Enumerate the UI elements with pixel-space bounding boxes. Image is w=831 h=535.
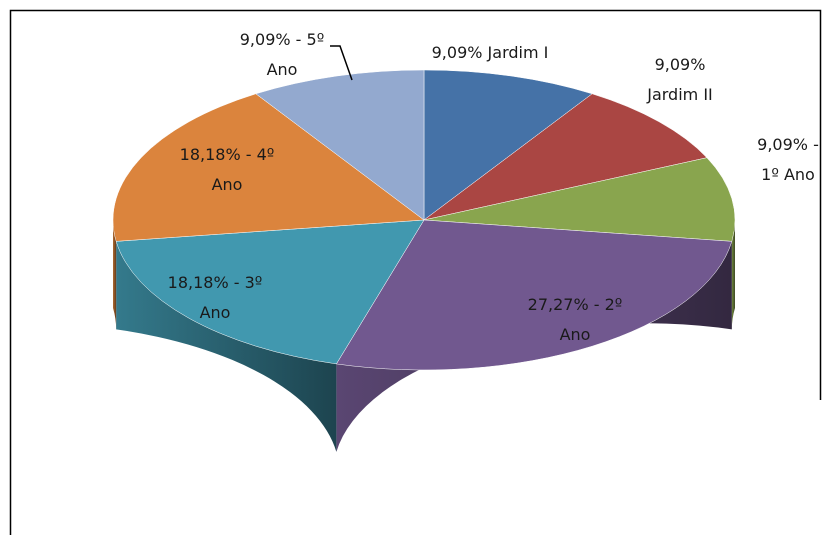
data-label-line: Ano (200, 303, 231, 322)
chart-frame (9, 9, 822, 535)
data-label-line: 9,09% - 5º (240, 30, 325, 49)
pie-slice (423, 157, 736, 242)
pie-slice (255, 69, 425, 221)
data-labels: 9,09% Jardim I 9,09% Jardim II 9,09% - 1º An… (168, 30, 819, 344)
data-label: 27,27% - 2º Ano (528, 295, 623, 344)
data-label-line: 9,09% Jardim I (432, 43, 549, 62)
pie-slice (423, 93, 708, 221)
data-label-line: Ano (560, 325, 591, 344)
data-label: 18,18% - 3º Ano (168, 273, 263, 322)
leader-line (330, 45, 353, 81)
pie-side (113, 220, 117, 330)
data-label: 9,09% - 5º Ano (240, 30, 325, 79)
data-label-line: 18,18% - 3º (168, 273, 263, 292)
pie-side (731, 220, 735, 330)
pie-slice (423, 69, 593, 221)
data-label-line: Ano (212, 175, 243, 194)
data-label-line: 27,27% - 2º (528, 295, 623, 314)
pie-slice (112, 93, 425, 242)
pie-tops (112, 69, 736, 371)
pie-slice (115, 219, 425, 365)
data-label-line: 9,09% (655, 55, 706, 74)
data-label-line: 1º Ano (761, 165, 815, 184)
data-label: 9,09% Jardim II (646, 55, 713, 104)
data-label-line: 9,09% - (757, 135, 819, 154)
data-label: 18,18% - 4º Ano (180, 145, 275, 194)
data-label-line: Jardim II (646, 85, 713, 104)
data-label: 9,09% - 1º Ano (757, 135, 819, 184)
data-label-line: 18,18% - 4º (180, 145, 275, 164)
pie-slice (335, 219, 733, 371)
data-label: 9,09% Jardim I (432, 43, 549, 62)
data-label-line: Ano (267, 60, 298, 79)
